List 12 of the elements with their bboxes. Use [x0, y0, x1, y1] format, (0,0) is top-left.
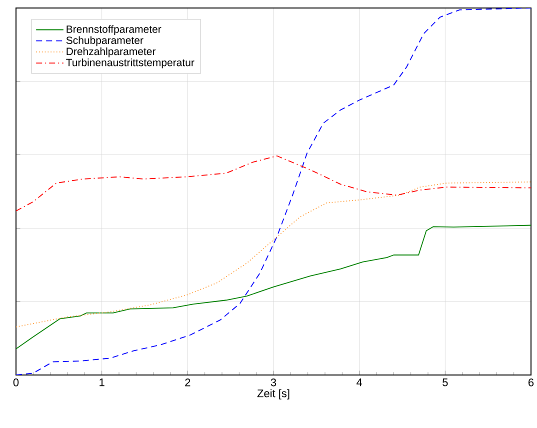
- legend-label: Drehzahlparameter: [66, 47, 156, 58]
- x-tick-label: 0: [13, 378, 19, 386]
- x-tick-label: 6: [528, 378, 534, 386]
- x-axis-title: Zeit [s]: [257, 389, 290, 400]
- legend-label: Turbinenaustrittstemperatur: [66, 58, 194, 68]
- x-tick-label: 3: [270, 378, 276, 386]
- legend-label: Schubparameter: [66, 36, 144, 46]
- x-tick-label: 5: [442, 378, 448, 386]
- legend-label: Brennstoffparameter: [66, 25, 162, 35]
- x-tick-label: 4: [356, 378, 362, 386]
- x-tick-label: 2: [185, 378, 190, 386]
- x-tick-label: 1: [100, 378, 104, 386]
